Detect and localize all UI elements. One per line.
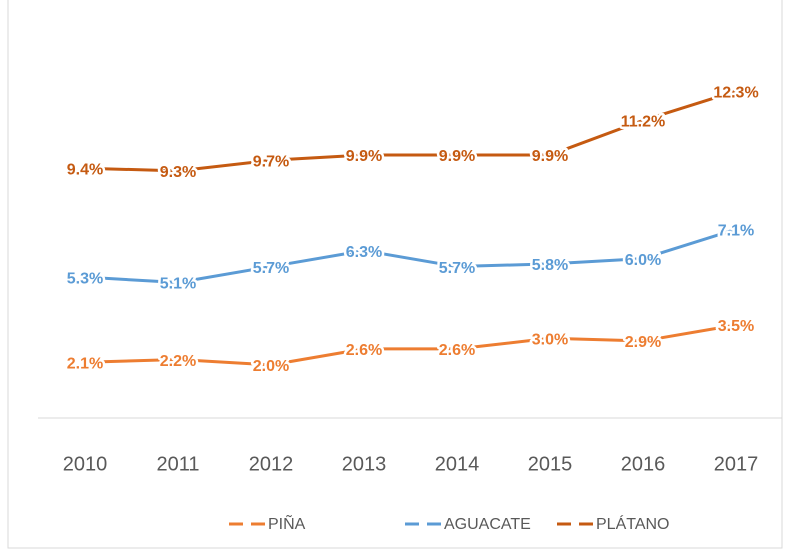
data-label: 9.9% [532, 148, 568, 165]
x-tick-label: 2010 [63, 453, 108, 475]
data-label: 11.2% [621, 114, 665, 131]
series-line [84, 227, 737, 284]
series-line [84, 323, 737, 367]
x-tick-label: 2014 [435, 453, 480, 475]
data-label: 5.1% [160, 276, 196, 293]
legend-label: PLÁTANO [596, 514, 670, 533]
x-tick-label: 2011 [156, 453, 199, 475]
data-label: 3.5% [718, 318, 754, 335]
data-label: 5.3% [67, 270, 103, 287]
data-label: 9.7% [253, 153, 289, 170]
data-label: 2.6% [439, 342, 475, 359]
x-tick-label: 2013 [342, 453, 387, 475]
data-label: 5.8% [532, 257, 568, 274]
data-label: 2.1% [67, 355, 103, 372]
data-label: 5.7% [439, 260, 475, 277]
x-tick-label: 2015 [528, 453, 573, 475]
data-label: 9.3% [160, 164, 196, 181]
data-label: 9.9% [346, 148, 382, 165]
legend-label: PIÑA [268, 513, 306, 533]
data-label: 3.0% [532, 332, 568, 349]
data-label: 9.9% [439, 148, 475, 165]
legend-label: AGUACATE [444, 516, 531, 533]
data-label: 7.1% [718, 223, 754, 240]
x-tick-label: 2016 [621, 453, 666, 475]
data-label: 2.2% [160, 353, 196, 370]
data-label: 2.0% [253, 358, 289, 375]
data-label: 12.3% [713, 84, 758, 101]
data-label: 2.9% [625, 334, 661, 351]
x-tick-label: 2017 [714, 453, 759, 475]
data-label: 9.4% [67, 161, 103, 178]
data-label: 6.0% [625, 252, 661, 269]
chart-frame [7, 0, 783, 549]
series-line [84, 89, 737, 173]
data-label: 2.6% [346, 342, 382, 359]
x-tick-label: 2012 [249, 453, 294, 475]
data-label: 6.3% [346, 244, 382, 261]
data-label: 5.7% [253, 260, 289, 277]
